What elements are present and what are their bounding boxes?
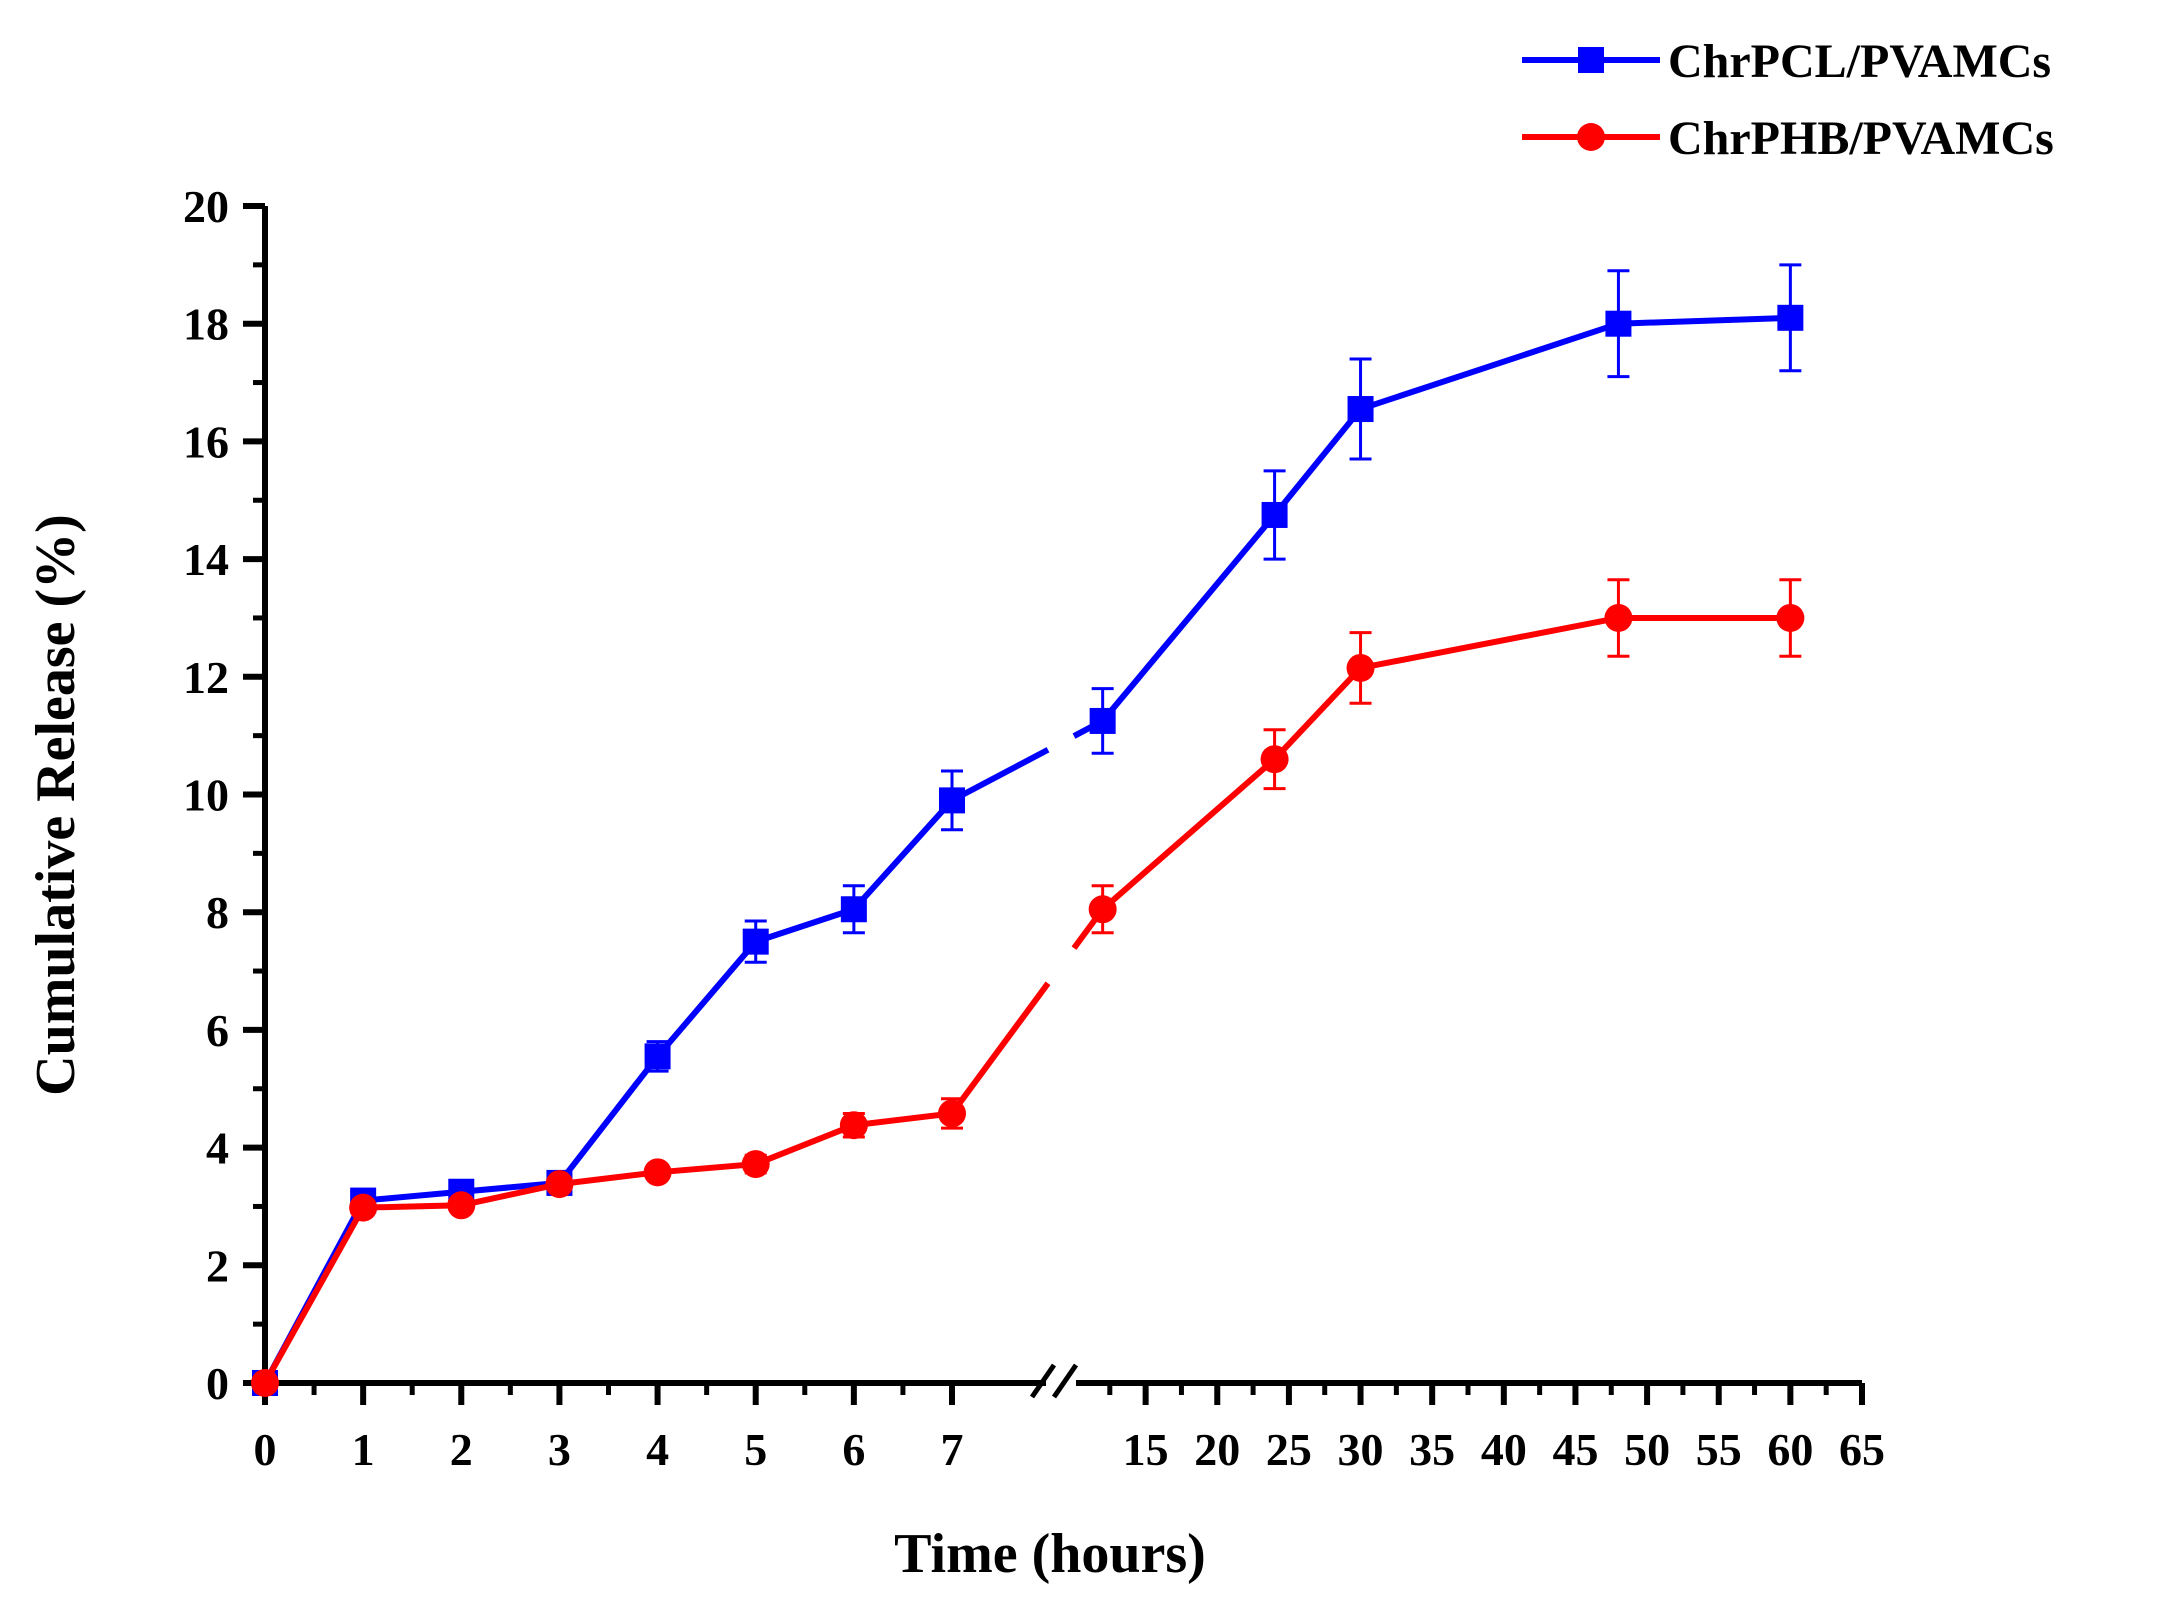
- y-tick-label: 10: [183, 770, 229, 821]
- data-point: [742, 928, 769, 955]
- y-tick-label: 14: [183, 534, 229, 585]
- series-line: [1072, 314, 1791, 739]
- y-tick-label: 18: [183, 299, 229, 350]
- data-point: [1776, 603, 1805, 632]
- x-tick-label: 50: [1624, 1424, 1670, 1475]
- legend-label: ChrPCL/PVAMCs: [1668, 35, 2051, 88]
- data-point: [1261, 501, 1288, 528]
- legend: ChrPCL/PVAMCs ChrPHB/PVAMCs: [1522, 35, 2054, 165]
- x-tick-label: 0: [254, 1424, 277, 1475]
- x-tick-label: 55: [1696, 1424, 1742, 1475]
- axis-break-mark: [1051, 1363, 1079, 1399]
- x-tick-label: 15: [1123, 1424, 1169, 1475]
- legend-label: ChrPHB/PVAMCs: [1668, 112, 2054, 165]
- data-point: [644, 1043, 671, 1070]
- data-point: [447, 1191, 476, 1220]
- y-tick-label: 6: [206, 1005, 229, 1056]
- x-tick-label: 5: [744, 1424, 767, 1475]
- y-axis-title: Cumulative Release (%): [25, 514, 87, 1096]
- data-point: [349, 1193, 378, 1222]
- data-point: [251, 1369, 279, 1397]
- data-point: [545, 1170, 574, 1199]
- x-tick-label: 65: [1839, 1424, 1885, 1475]
- data-point: [938, 1099, 966, 1128]
- data-point: [1260, 745, 1289, 774]
- data-point: [840, 896, 867, 923]
- y-tick-label: 0: [206, 1358, 229, 1409]
- data-point: [1346, 653, 1375, 682]
- x-tick-label: 60: [1767, 1424, 1813, 1475]
- axis-break-mark: [1029, 1363, 1057, 1399]
- data-point: [1088, 895, 1117, 924]
- y-tick-label: 8: [206, 887, 229, 938]
- x-tick-label: 2: [450, 1424, 473, 1475]
- x-tick-label: 6: [842, 1424, 865, 1475]
- data-point: [643, 1158, 672, 1187]
- legend-swatch-marker: [1577, 123, 1605, 151]
- x-tick-label: 1: [352, 1424, 375, 1475]
- x-tick-label: 30: [1338, 1424, 1384, 1475]
- data-point: [1089, 707, 1116, 734]
- y-tick-label: 2: [206, 1240, 229, 1291]
- data-point: [1605, 310, 1632, 337]
- x-axis-title: Time (hours): [894, 1523, 1206, 1585]
- x-tick-label: 40: [1481, 1424, 1527, 1475]
- data-point: [1347, 396, 1374, 423]
- data-point: [1777, 304, 1804, 331]
- plot-area: [251, 263, 1805, 1397]
- x-tick-label: 20: [1194, 1424, 1240, 1475]
- data-point: [741, 1150, 770, 1179]
- y-tick-label: 4: [206, 1123, 229, 1174]
- data-point: [939, 787, 965, 814]
- x-tick-label: 25: [1266, 1424, 1312, 1475]
- x-tick-label: 45: [1552, 1424, 1598, 1475]
- series-chrpcl: [252, 263, 1804, 1396]
- y-tick-label: 16: [183, 416, 229, 467]
- x-tick-label: 3: [548, 1424, 571, 1475]
- x-tick-label: 4: [646, 1424, 669, 1475]
- legend-swatch-marker: [1578, 47, 1604, 73]
- series-chrphb: [251, 578, 1805, 1397]
- data-point: [1604, 603, 1633, 632]
- x-tick-label: 35: [1409, 1424, 1455, 1475]
- x-tick-label: 7: [941, 1424, 964, 1475]
- series-line: [1071, 614, 1791, 950]
- y-tick-label: 12: [183, 652, 229, 703]
- y-tick-label: 20: [183, 181, 229, 232]
- data-point: [839, 1111, 868, 1140]
